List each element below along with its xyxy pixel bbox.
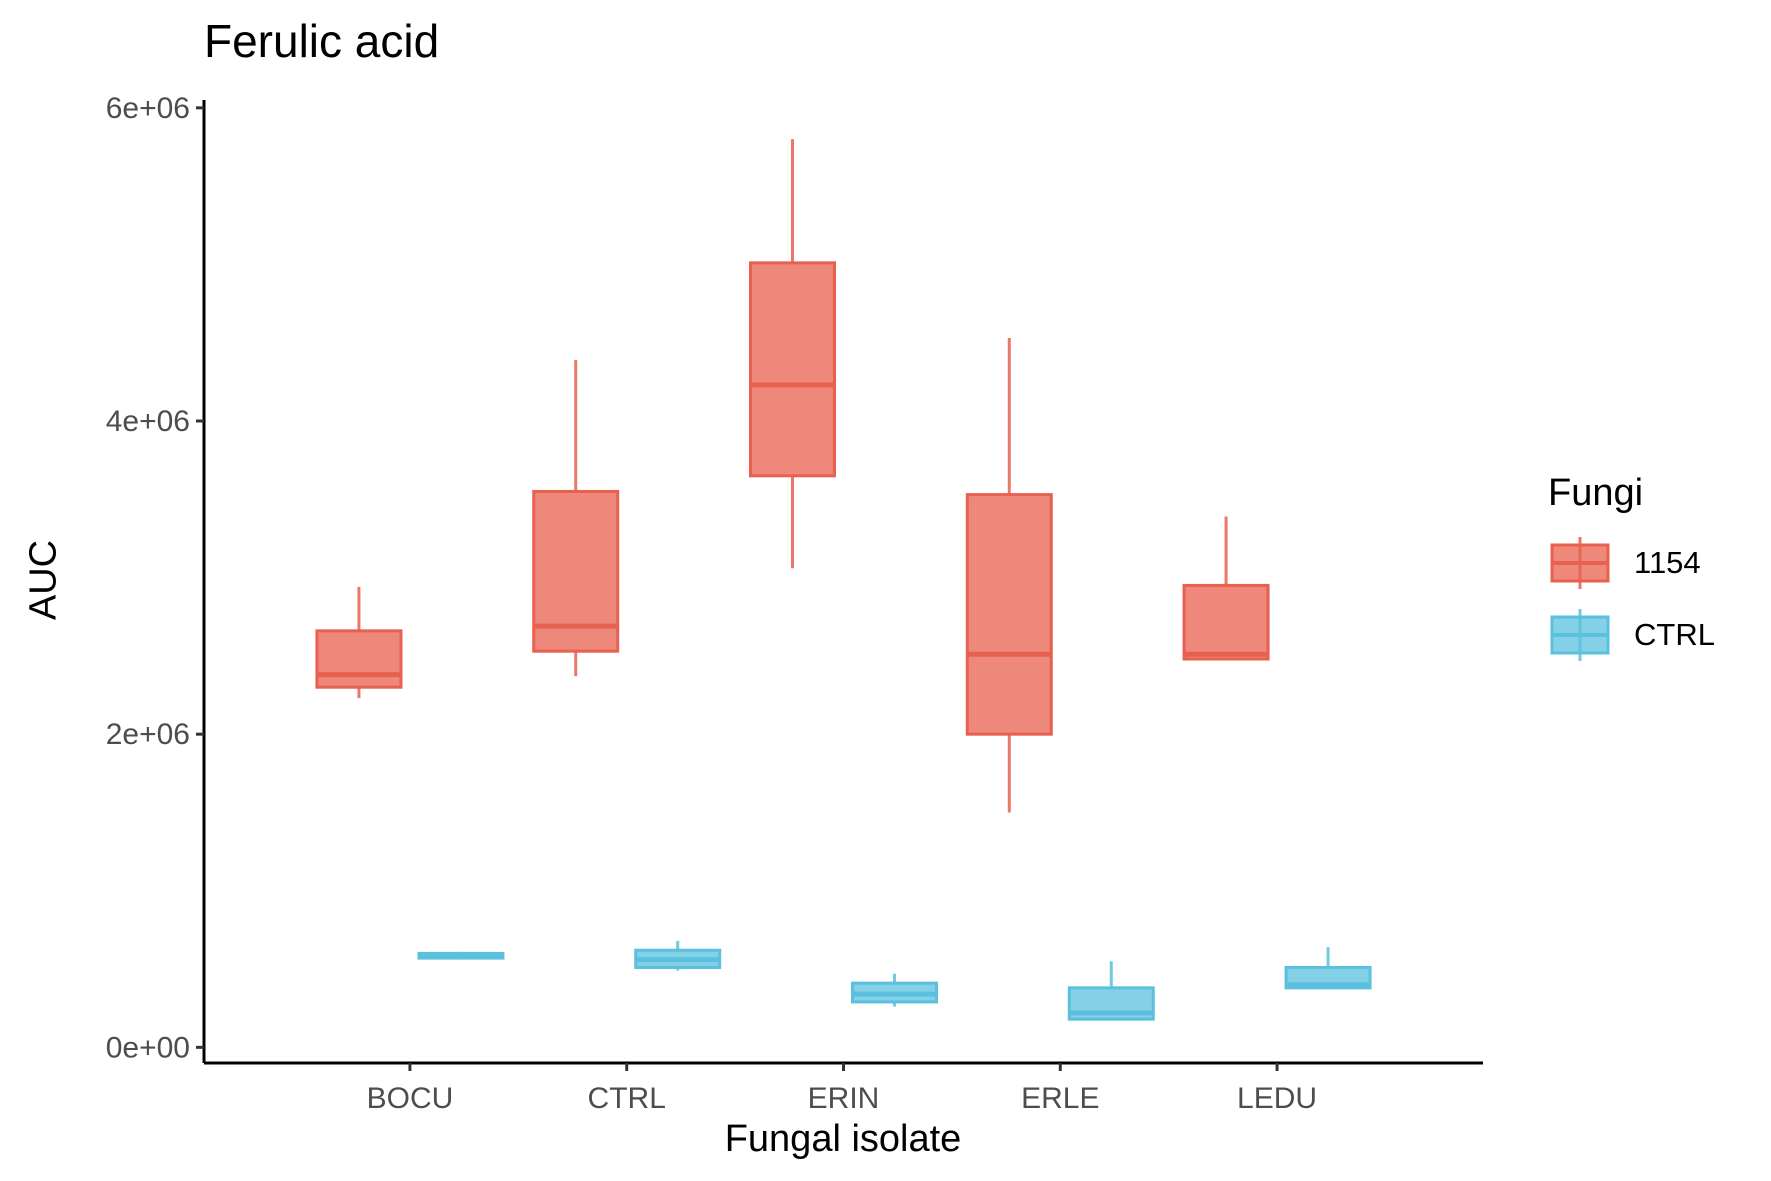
x-tick-label-erle: ERLE	[1021, 1082, 1099, 1115]
box-1154-ledu	[1182, 583, 1270, 661]
box-1154-bocu	[315, 629, 403, 689]
x-tick-label-ctrl: CTRL	[588, 1082, 666, 1115]
x-tick-label-erin: ERIN	[808, 1082, 880, 1115]
y-tick-label-1: 2e+06	[106, 718, 190, 751]
y-axis-label: AUC	[22, 539, 65, 621]
legend: Fungi 1154 CTRL	[1548, 472, 1715, 681]
y-tick-label-2: 4e+06	[106, 405, 190, 438]
legend-label-1154: 1154	[1634, 545, 1701, 580]
legend-item-ctrl: CTRL	[1548, 609, 1715, 661]
legend-key-1154	[1550, 537, 1610, 589]
legend-title: Fungi	[1548, 472, 1644, 514]
box-1154-erin	[749, 261, 836, 478]
x-tick-label-ledu: LEDU	[1237, 1082, 1317, 1115]
chart-title: Ferulic acid	[204, 15, 440, 67]
legend-item-1154: 1154	[1548, 537, 1715, 589]
x-tick-label-bocu: BOCU	[367, 1082, 454, 1115]
legend-label-ctrl: CTRL	[1634, 617, 1715, 652]
x-axis-label: Fungal isolate	[724, 1118, 962, 1160]
y-tick-label-3: 6e+06	[106, 92, 190, 125]
box-1154-erle	[965, 493, 1053, 736]
legend-key-ctrl	[1550, 609, 1610, 661]
y-tick-label-0: 0e+00	[106, 1031, 190, 1064]
